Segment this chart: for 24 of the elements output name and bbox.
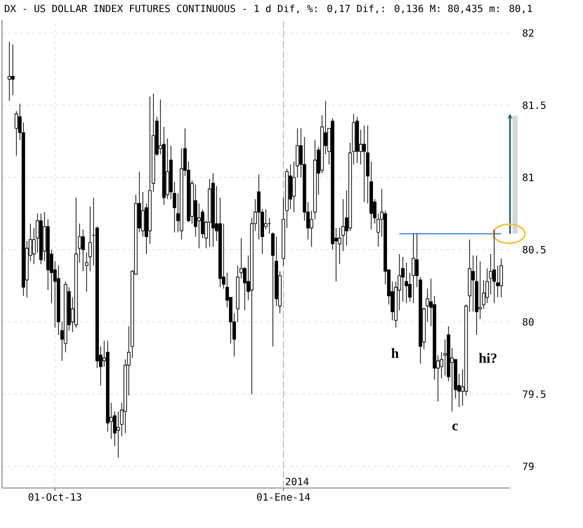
- candlestick: [412, 233, 416, 304]
- candlestick: [197, 203, 201, 249]
- candlestick: [478, 260, 482, 320]
- annotation: c: [452, 424, 458, 430]
- candlestick: [288, 164, 292, 210]
- candlestick: [492, 229, 496, 304]
- candlestick: [362, 125, 366, 202]
- annotation: h: [391, 348, 399, 358]
- x-tick-label: 01-Ene-14: [257, 493, 310, 501]
- y-tick-label: 79: [522, 462, 534, 470]
- candlestick: [166, 138, 170, 200]
- candlestick: [8, 41, 12, 102]
- y-tick-label: 79.5: [522, 390, 546, 398]
- candlestick: [500, 258, 503, 298]
- y-tick-label: 81.5: [522, 101, 546, 109]
- y-tick-label: 82: [522, 29, 534, 37]
- y-tick-label: 80: [522, 318, 534, 326]
- y-tick-label: 80.5: [522, 246, 546, 254]
- chart-title: DX - US DOLLAR INDEX FUTURES CONTINUOUS - 1 d Dif, %: 0,17 Dif,: 0,136 M: 80,435 m: 80,1: [4, 4, 532, 14]
- ref-line-label: 2014: [286, 478, 309, 486]
- annotation: hi?: [479, 353, 496, 363]
- x-tick-label: 01-Oct-13: [28, 493, 82, 501]
- y-tick-label: 81: [522, 174, 534, 182]
- candlestick: [11, 44, 15, 96]
